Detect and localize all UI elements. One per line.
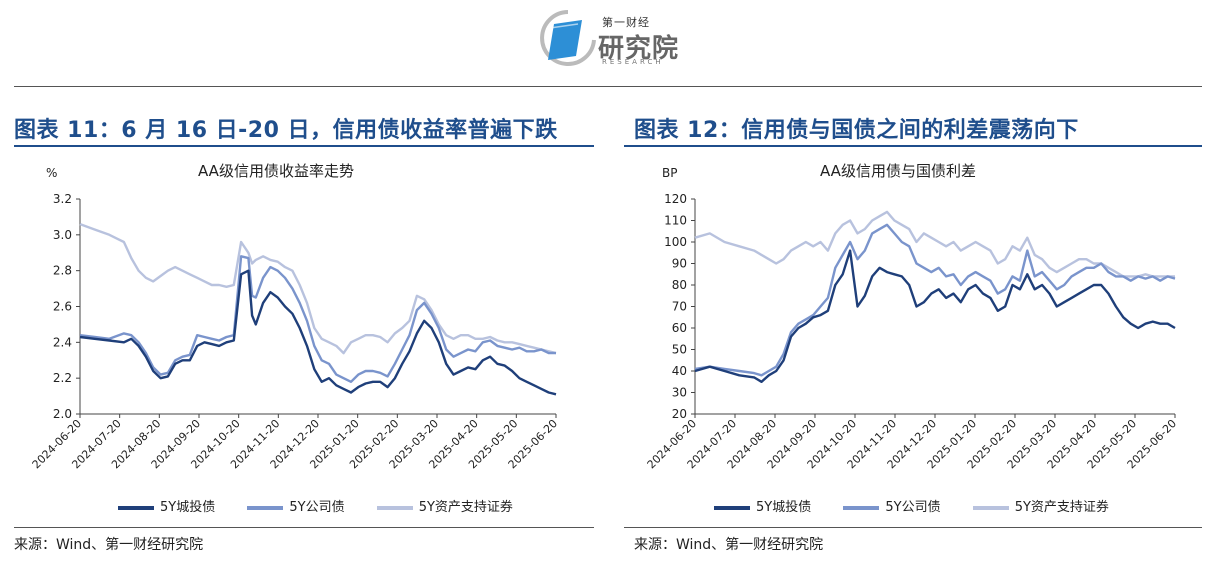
chart-2-legend: 5Y城投债 5Y公司债 5Y资产支持证券 <box>714 496 1137 515</box>
legend-item: 5Y城投债 <box>714 496 811 515</box>
chart-2-y-tick-label: 100 <box>664 235 687 249</box>
chart-1-legend: 5Y城投债 5Y公司债 5Y资产支持证券 <box>118 496 541 515</box>
chart-2-y-tick-label: 40 <box>672 364 687 378</box>
legend-item: 5Y资产支持证券 <box>972 496 1109 515</box>
legend-label: 5Y公司债 <box>289 500 345 515</box>
panel-2-source-rule <box>624 527 1202 528</box>
logo-top-text: 第一财经 <box>602 16 650 29</box>
chart-2-y-tick-label: 30 <box>672 386 687 400</box>
chart-2-y-tick-label: 50 <box>672 343 687 357</box>
chart-2-y-tick-label: 90 <box>672 257 687 271</box>
chart-2-unit: BP <box>662 166 678 180</box>
logo-main-text: 研究院 <box>598 34 680 64</box>
chart-2-y-tick-label: 110 <box>664 214 687 228</box>
legend-swatch <box>118 505 154 510</box>
chart-2-title: AA级信用债与国债利差 <box>820 162 976 180</box>
legend-swatch <box>843 505 880 510</box>
chart-1-y-tick-label: 2.8 <box>53 264 72 278</box>
chart-1-y-tick-label: 2.4 <box>53 335 72 349</box>
chart-1: 2.02.22.42.62.83.03.22024-06-202024-07-2… <box>30 192 560 471</box>
panel-1-source-rule <box>14 527 594 528</box>
chart-2-series-line-0 <box>694 249 1176 383</box>
chart-1-y-tick-label: 2.6 <box>53 300 72 314</box>
legend-swatch <box>247 505 284 510</box>
chart-1-y-tick-label: 2.2 <box>53 371 72 385</box>
legend-item: 5Y公司债 <box>247 496 345 515</box>
panel-2-title: 图表 12：信用债与国债之间的利差震荡向下 <box>634 118 1079 143</box>
chart-1-unit: % <box>46 166 58 180</box>
panel-2-title-rule <box>624 145 1202 147</box>
chart-1-y-tick-label: 2.0 <box>53 407 72 421</box>
logo-sub-text: RESEARCH <box>602 58 664 66</box>
chart-1-series-line-0 <box>79 269 557 396</box>
header-divider <box>14 86 1202 87</box>
chart-1-y-tick-label: 3.0 <box>53 228 72 242</box>
legend-label: 5Y资产支持证券 <box>418 500 513 515</box>
chart-1-series-line-1 <box>79 255 556 383</box>
panel-1-source: 来源：Wind、第一财经研究院 <box>14 537 204 553</box>
legend-swatch <box>714 505 750 510</box>
legend-item: 5Y公司债 <box>843 496 941 515</box>
legend-label: 5Y城投债 <box>160 500 216 515</box>
logo-mark-icon <box>540 10 596 66</box>
panel-1-title-rule <box>14 145 594 147</box>
chart-2: 20304050607080901001101202024-06-202024-… <box>645 192 1179 471</box>
legend-label: 5Y城投债 <box>756 500 812 515</box>
chart-1-title: AA级信用债收益率走势 <box>198 162 354 180</box>
legend-label: 5Y资产支持证券 <box>1014 500 1109 515</box>
legend-swatch <box>972 505 1009 510</box>
chart-2-series-line-1 <box>694 223 1176 377</box>
legend-swatch <box>376 505 413 510</box>
chart-2-y-tick-label: 80 <box>672 278 687 292</box>
chart-1-y-tick-label: 3.2 <box>53 192 72 206</box>
legend-label: 5Y公司债 <box>885 500 941 515</box>
panel-2-source: 来源：Wind、第一财经研究院 <box>634 537 824 553</box>
legend-item: 5Y资产支持证券 <box>376 496 513 515</box>
chart-2-y-tick-label: 20 <box>672 407 687 421</box>
legend-item: 5Y城投债 <box>118 496 215 515</box>
chart-2-y-tick-label: 70 <box>672 300 687 314</box>
panel-1-title: 图表 11：6 月 16 日-20 日，信用债收益率普遍下跌 <box>14 118 558 143</box>
chart-2-y-tick-label: 120 <box>664 192 687 206</box>
chart-1-series-line-2 <box>79 222 557 355</box>
brand-logo: 第一财经 研究院 RESEARCH <box>540 8 690 68</box>
chart-2-y-tick-label: 60 <box>672 321 687 335</box>
